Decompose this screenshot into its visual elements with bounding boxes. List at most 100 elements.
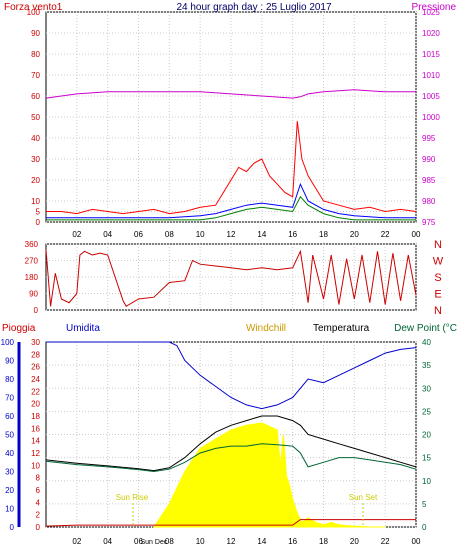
p3-label-temperature: Temperatura [313,323,370,334]
p3-hum-tick: 70 [5,394,14,403]
p1-x-tick: 00 [412,230,421,239]
p3-x-tick: 08 [165,537,174,546]
p3-temp-tick: 5 [422,500,427,509]
p1-x-tick: 12 [227,230,236,239]
p3-rain-tick: 10 [31,461,40,470]
p3-x-tick: 00 [412,537,421,546]
p3-temp-tick: 20 [422,431,431,440]
p1-left-tick: 60 [31,92,40,101]
p3-temp-tick: 30 [422,384,431,393]
p3-series-4 [45,519,416,527]
p1-left-tick: 10 [31,197,40,206]
p2-left-tick: 0 [34,306,39,315]
p3-x-tick: 14 [257,537,266,546]
p1-left-tick: 70 [31,71,40,80]
p3-x-tick: 16 [288,537,297,546]
p3-label-dewpoint: Dew Point (°C [394,323,457,334]
p1-left-tick: 20 [31,176,40,185]
p3-rain-tick: 4 [36,498,41,507]
p3-rain-tick: 14 [31,437,40,446]
p1-x-tick: 20 [350,230,359,239]
p3-series-1 [45,415,417,472]
p1-x-tick: 16 [288,230,297,239]
p1-series-1 [46,182,416,219]
p3-series-0 [46,341,417,410]
p1-left-tick: 80 [31,50,40,59]
p2-compass-label: N [434,305,442,317]
p3-temp-tick: 25 [422,407,431,416]
p3-hum-tick: 0 [10,523,15,532]
p1-right-tick: 1010 [422,71,440,80]
p3-temp-tick: 35 [422,361,431,370]
p3-hum-tick: 30 [5,468,14,477]
p3-sunrise-label: Sun Rise [116,493,149,502]
p3-x-tick: 10 [196,537,205,546]
p1-right-tick: 1005 [422,92,440,101]
p1-series-2 [46,195,416,221]
p1-right-tick: 975 [422,218,436,227]
p3-temp-tick: 10 [422,477,431,486]
p3-rain-tick: 30 [31,338,40,347]
p3-x-tick: 20 [350,537,359,546]
p2-series-0 [45,249,417,307]
p2-compass-label: E [434,289,441,301]
p1-right-tick: 1015 [422,50,440,59]
p1-left-label: Forza vento1 [4,2,63,13]
p2-compass-label: S [434,272,441,284]
p1-left-tick: 30 [31,155,40,164]
p3-label-windchill: Windchill [246,323,286,334]
p1-right-tick: 990 [422,155,436,164]
p1-title: 24 hour graph day : 25 Luglio 2017 [176,2,332,13]
p3-label-humidity: Umidita [66,323,100,334]
p3-temp-tick: 15 [422,454,431,463]
p3-series-3 [152,422,386,528]
p3-rain-tick: 16 [31,424,40,433]
p3-x-extra-label: Sun Dec [140,539,167,546]
p3-hum-tick: 80 [5,375,14,384]
p1-left-tick: 40 [31,134,40,143]
p3-x-tick: 06 [134,537,143,546]
p3-x-tick: 12 [227,537,236,546]
p1-left-tick: 90 [31,29,40,38]
p1-left-tick: 0 [36,218,41,227]
p3-rain-tick: 18 [31,412,40,421]
p3-x-tick: 18 [319,537,328,546]
p3-hum-tick: 50 [5,431,14,440]
p1-right-tick: 985 [422,176,436,185]
p1-x-tick: 10 [196,230,205,239]
p3-hum-tick: 100 [1,338,15,347]
p3-label-rain: Pioggia [2,323,36,334]
p3-rain-tick: 24 [31,375,40,384]
p1-left-tick: 100 [27,8,41,17]
p3-temp-tick: 0 [422,523,427,532]
p1-left-tick: 50 [31,113,40,122]
p1-x-tick: 14 [257,230,266,239]
p1-right-tick: 995 [422,134,436,143]
p3-rain-tick: 8 [36,474,41,483]
p3-rain-tick: 6 [36,486,41,495]
p1-series-3 [45,89,416,99]
p2-compass-label: W [433,256,444,268]
p1-right-label: Pressione [412,2,457,13]
p1-x-tick: 02 [72,230,81,239]
p2-left-tick: 270 [25,257,39,266]
p1-left-tick: 5 [36,208,41,217]
p3-x-tick: 04 [103,537,112,546]
p2-left-tick: 180 [25,273,39,282]
p1-series-0 [46,121,417,215]
p3-hum-tick: 10 [5,505,14,514]
p3-rain-tick: 12 [31,449,40,458]
p3-rain-tick: 0 [36,523,41,532]
p3-hum-tick: 20 [5,486,14,495]
p3-hum-tick: 40 [5,449,14,458]
p1-right-tick: 1000 [422,113,440,122]
p3-hum-tick: 60 [5,412,14,421]
p3-rain-tick: 28 [31,350,40,359]
p3-sunset-label: Sun Set [349,493,378,502]
p1-x-tick: 08 [165,230,174,239]
p1-right-tick: 1025 [422,8,440,17]
p1-x-tick: 06 [134,230,143,239]
p2-compass-label: N [434,239,442,251]
p3-hum-tick: 90 [5,357,14,366]
